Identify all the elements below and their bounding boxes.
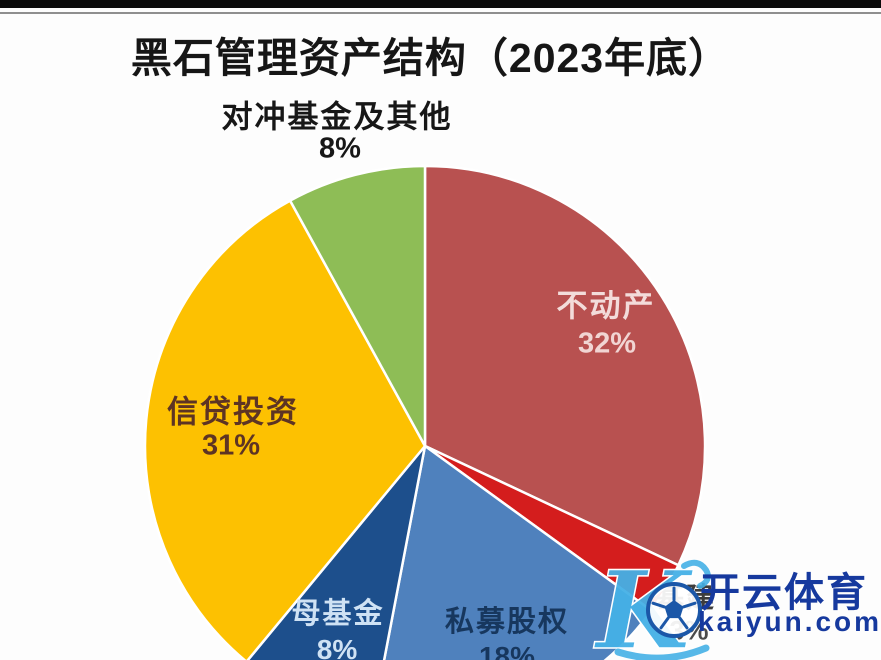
slice-pct-real-estate: 32%	[577, 327, 637, 360]
slice-pct-private-equity: 18%	[478, 641, 536, 660]
pie-slice-duichongjijin	[288, 164, 427, 448]
slice-pct-fund-of-funds: 8%	[316, 634, 358, 660]
pie-slice-xindaitouzi	[143, 199, 427, 660]
watermark-brand-text: 开云体育	[700, 571, 868, 615]
pie-slice-budongchan	[423, 164, 707, 567]
watermark: K 开云体育 kaiyun.com	[588, 552, 881, 660]
slice-label-fund-of-funds: 母基金	[291, 598, 385, 630]
slice-label-credit: 信贷投资	[167, 394, 299, 430]
slice-label-real-estate: 不动产	[556, 288, 656, 324]
pie-slice-simuguquan	[382, 444, 653, 660]
chart-title: 黑石管理资产结构（2023年底）	[130, 35, 731, 81]
slice-label-private-equity: 私募股权	[444, 606, 570, 638]
top-border-bar	[0, 0, 881, 8]
slice-pct-hedge-funds: 8%	[319, 132, 361, 165]
top-divider-line	[0, 12, 881, 14]
watermark-domain-text: kaiyun.com	[698, 606, 881, 637]
slice-label-hedge-funds: 对冲基金及其他	[221, 99, 453, 135]
soccer-ball-icon	[646, 582, 702, 638]
slice-pct-credit: 31%	[201, 429, 261, 462]
